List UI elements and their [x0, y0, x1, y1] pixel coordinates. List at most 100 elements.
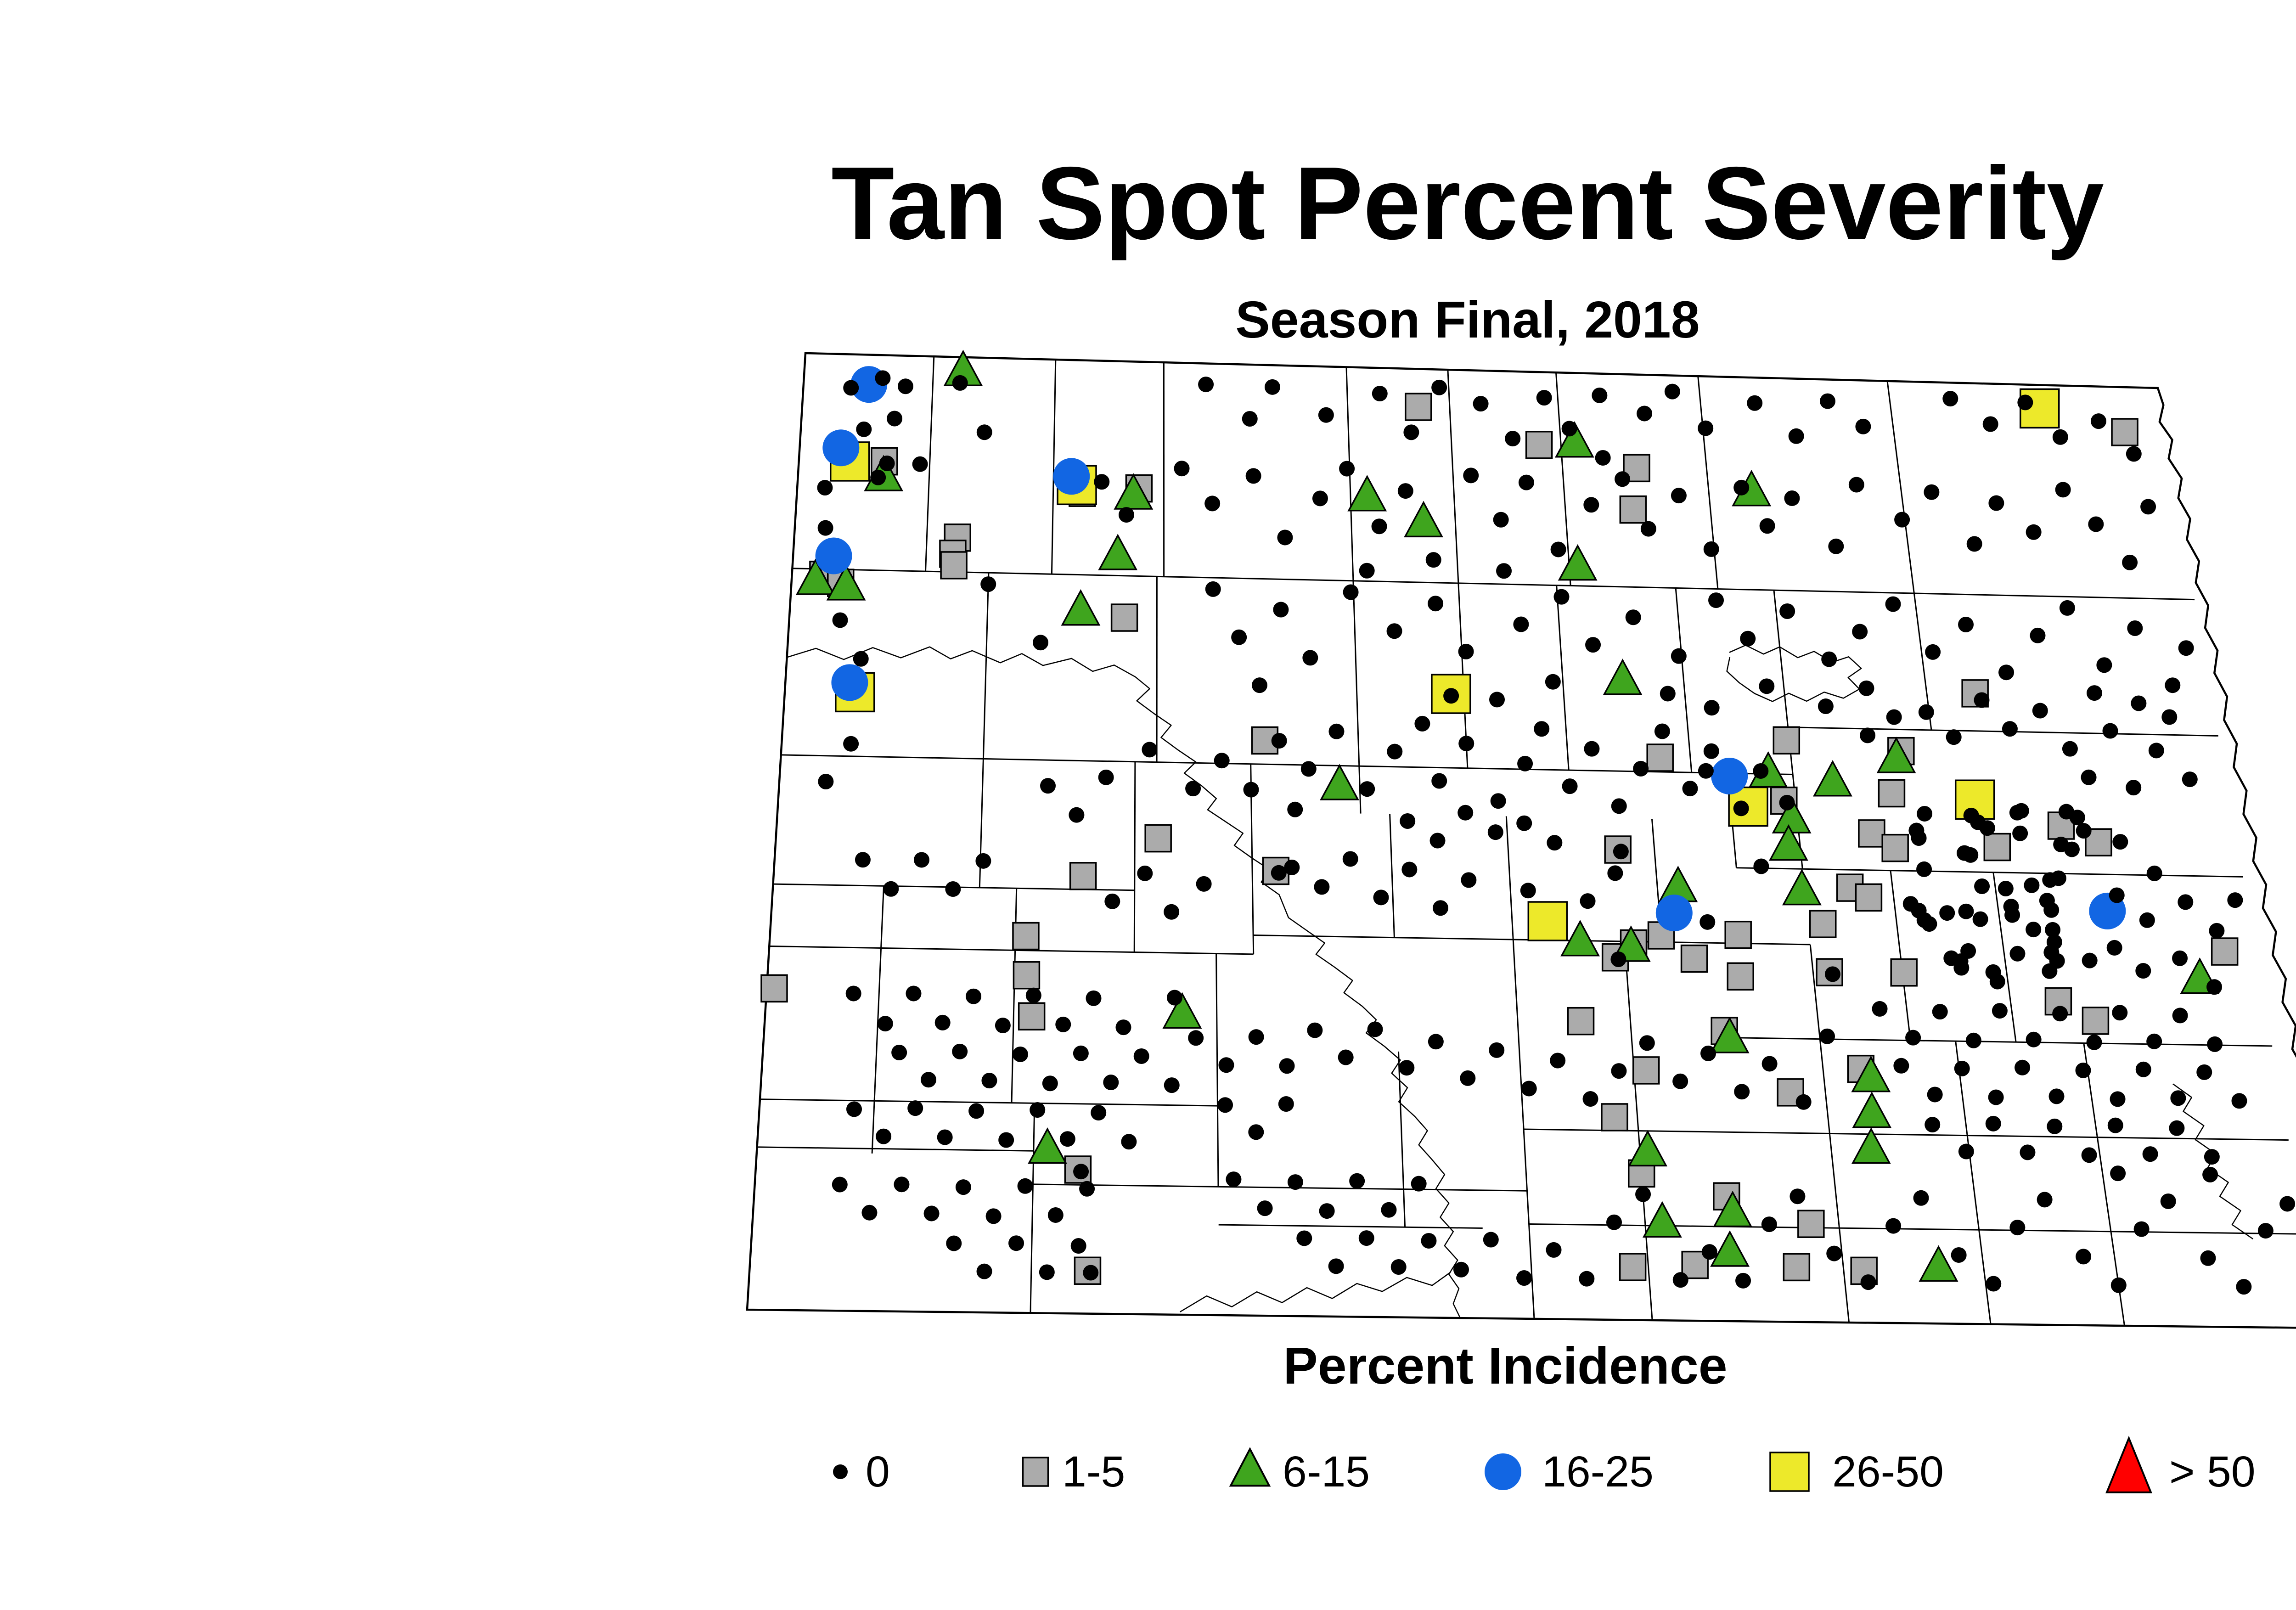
marker-incidence-1-5: [1855, 883, 1883, 912]
marker-incidence-0: [907, 1100, 923, 1116]
marker-incidence-0: [1932, 1004, 1948, 1020]
marker-incidence-0: [1960, 943, 1976, 959]
marker-incidence-0: [879, 455, 895, 471]
marker-incidence-0: [1925, 1117, 1941, 1133]
marker-incidence-0: [1913, 1190, 1929, 1206]
square-icon: [1022, 1457, 1049, 1487]
county-line: [1051, 360, 1057, 574]
marker-incidence-0: [1381, 1202, 1397, 1218]
county-line: [871, 886, 884, 1154]
marker-incidence-0: [1218, 1057, 1234, 1073]
marker-incidence-0: [2172, 1008, 2188, 1024]
legend: 0 1-5 6-15 16-25 26-50 > 50: [0, 1414, 2296, 1534]
marker-incidence-0: [2127, 620, 2143, 636]
marker-incidence-0: [2178, 640, 2194, 656]
marker-incidence-0: [1671, 648, 1687, 664]
marker-incidence-16-25: [1711, 757, 1748, 794]
marker-incidence-0: [1790, 1188, 1806, 1205]
legend-label: 6-15: [1283, 1447, 1370, 1496]
marker-incidence-0: [1273, 602, 1289, 618]
marker-incidence-0: [1747, 395, 1763, 411]
county-line: [1955, 1041, 1992, 1324]
marker-incidence-1-5: [1773, 726, 1801, 755]
marker-incidence-1-5: [1567, 1007, 1595, 1036]
marker-incidence-0: [1359, 563, 1375, 579]
marker-incidence-0: [1012, 1046, 1028, 1062]
marker-incidence-0: [2140, 499, 2156, 515]
marker-incidence-0: [1595, 450, 1611, 466]
marker-incidence-0: [1954, 1060, 1970, 1076]
marker-incidence-0: [1615, 471, 1631, 487]
marker-incidence-1-5: [1646, 743, 1674, 772]
marker-incidence-0: [1248, 1029, 1264, 1045]
marker-incidence-0: [1196, 876, 1212, 892]
marker-incidence-0: [1579, 1271, 1595, 1287]
marker-incidence-0: [1008, 1235, 1024, 1251]
marker-incidence-0: [2160, 1193, 2176, 1209]
marker-incidence-0: [1784, 490, 1800, 506]
marker-incidence-0: [2133, 1221, 2150, 1237]
legend-label: 26-50: [1832, 1447, 1944, 1496]
marker-incidence-0: [1425, 552, 1441, 568]
marker-incidence-0: [1550, 541, 1566, 557]
marker-incidence-1-5: [1525, 431, 1553, 459]
marker-incidence-0: [1431, 379, 1447, 395]
marker-incidence-0: [1458, 643, 1474, 659]
county-line: [1218, 1224, 1483, 1229]
marker-incidence-0: [1205, 581, 1221, 597]
marker-incidence-0: [1367, 1021, 1383, 1037]
marker-incidence-0: [1314, 879, 1330, 895]
marker-incidence-0: [1251, 677, 1267, 693]
marker-incidence-0: [1040, 778, 1056, 794]
marker-incidence-0: [1886, 709, 1902, 725]
marker-incidence-0: [1982, 416, 1998, 432]
marker-incidence-0: [832, 1177, 848, 1193]
marker-incidence-6-15: [1851, 1055, 1891, 1092]
marker-incidence-1-5: [1110, 603, 1138, 632]
marker-incidence-0: [1753, 763, 1769, 779]
marker-incidence-6-15: [1713, 1190, 1753, 1227]
marker-incidence-0: [1166, 990, 1182, 1006]
marker-incidence-0: [2064, 841, 2080, 857]
marker-incidence-0: [2013, 803, 2029, 819]
marker-incidence-0: [1431, 773, 1447, 789]
marker-incidence-1-5: [1012, 922, 1040, 951]
marker-incidence-0: [1953, 960, 1970, 976]
marker-incidence-0: [2106, 940, 2122, 956]
series-gray-squares: [760, 393, 2239, 1285]
marker-incidence-1-5: [1013, 961, 1041, 990]
marker-incidence-0: [1103, 1075, 1119, 1091]
marker-incidence-0: [1460, 1070, 1476, 1086]
marker-incidence-0: [1118, 507, 1134, 523]
marker-incidence-0: [1607, 865, 1623, 881]
marker-incidence-0: [2076, 823, 2092, 839]
series-green-triangles: [795, 349, 2220, 1282]
marker-incidence-0: [1562, 778, 1578, 794]
marker-incidence-0: [1390, 1259, 1407, 1275]
marker-incidence-0: [2047, 1118, 2063, 1134]
marker-incidence-0: [1271, 733, 1287, 749]
marker-incidence-0: [1284, 859, 1300, 875]
marker-incidence-0: [1759, 518, 1775, 534]
marker-incidence-0: [2096, 657, 2112, 673]
marker-incidence-0: [2050, 870, 2066, 886]
marker-incidence-1-5: [1619, 1253, 1647, 1281]
marker-incidence-0: [1373, 889, 1389, 906]
marker-incidence-0: [1701, 1244, 1717, 1260]
marker-incidence-1-5: [1405, 393, 1432, 421]
marker-incidence-0: [1401, 861, 1418, 878]
marker-incidence-0: [995, 1018, 1011, 1034]
marker-incidence-0: [1819, 1028, 1835, 1044]
marker-incidence-0: [2165, 677, 2181, 693]
marker-incidence-0: [1893, 1058, 1909, 1074]
marker-incidence-0: [1453, 1261, 1469, 1278]
marker-incidence-6-15: [1028, 1127, 1067, 1164]
marker-incidence-0: [1342, 851, 1358, 867]
marker-incidence-6-15: [1628, 1130, 1668, 1167]
marker-incidence-0: [887, 411, 903, 427]
marker-incidence-0: [1860, 727, 1876, 743]
marker-incidence-0: [845, 985, 861, 1002]
marker-incidence-0: [1735, 1272, 1751, 1289]
marker-incidence-0: [1625, 609, 1641, 625]
marker-incidence-0: [1703, 743, 1719, 759]
